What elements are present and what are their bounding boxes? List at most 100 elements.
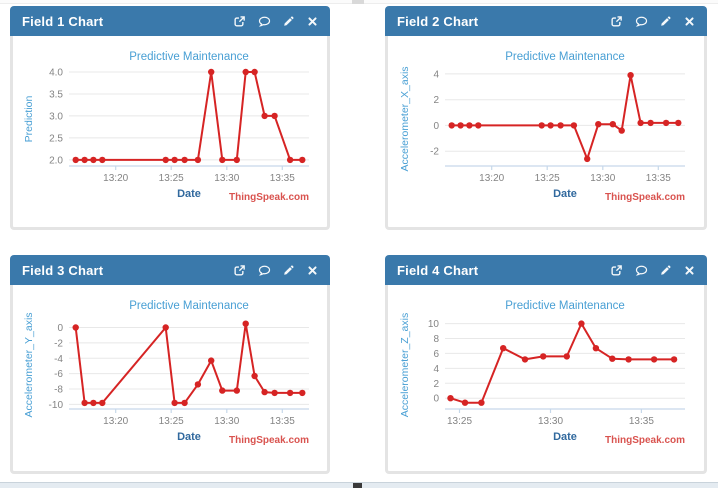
panel-header-icons [233, 15, 318, 28]
x-axis-title: Date [553, 431, 577, 443]
chart-title: Predictive Maintenance [505, 51, 625, 63]
data-point [299, 156, 306, 163]
y-tick-label: 4.0 [49, 67, 63, 78]
panel-title: Field 1 Chart [22, 13, 104, 29]
data-point [650, 356, 658, 363]
y-tick-label: 4 [433, 69, 439, 80]
data-point [457, 121, 464, 129]
close-icon[interactable] [307, 265, 318, 276]
x-tick-label: 13:30 [214, 173, 239, 184]
panel-body: 10 8 6 4 2 0 13:25 13:30 13:35 Predictive Mainten… [385, 285, 707, 474]
data-point [242, 320, 249, 327]
data-line [450, 322, 675, 404]
external-link-icon[interactable] [610, 264, 623, 277]
data-point [251, 68, 258, 75]
x-axis-title: Date [177, 431, 201, 443]
thingspeak-watermark-link[interactable]: ThingSpeak.com [229, 192, 309, 203]
x-tick-label: 13:20 [479, 173, 504, 184]
field-4-line-chart: 10 8 6 4 2 0 13:25 13:30 13:35 Predictive Mainten… [399, 300, 685, 446]
comment-icon[interactable] [635, 264, 648, 277]
comment-icon[interactable] [635, 15, 648, 28]
x-tick-label: 13:30 [214, 416, 239, 427]
data-point [219, 387, 226, 394]
comment-icon[interactable] [258, 15, 271, 28]
data-point [299, 389, 306, 397]
y-axis-title: Accelerometer_Z_axis [399, 313, 411, 417]
browser-edge-top [0, 0, 718, 4]
data-point [162, 156, 169, 163]
panel-title: Field 4 Chart [397, 262, 479, 278]
x-axis-title: Date [177, 188, 201, 200]
y-tick-label: -4 [54, 354, 63, 365]
data-point [557, 121, 564, 129]
panel-header: Field 1 Chart [10, 6, 330, 36]
y-tick-label: 3.5 [49, 89, 63, 100]
browser-edge-bottom [0, 482, 718, 488]
panel-field-2-chart: Field 2 Chart 4 2 0 -2 13:20 13:25 13:30 13:35 P… [385, 6, 707, 230]
y-axis-title: Prediction [23, 95, 35, 142]
external-link-icon[interactable] [610, 15, 623, 28]
data-point [647, 119, 654, 126]
y-tick-label: 10 [428, 319, 440, 330]
data-point [286, 156, 294, 163]
panel-header-icons [233, 264, 318, 277]
y-tick-label: -2 [430, 146, 439, 157]
data-point [72, 156, 79, 163]
external-link-icon[interactable] [233, 15, 246, 28]
data-point [271, 389, 278, 397]
data-point [219, 156, 226, 163]
data-point [447, 395, 454, 402]
thingspeak-watermark-link[interactable]: ThingSpeak.com [605, 192, 685, 203]
data-point [478, 399, 485, 406]
y-tick-label: 6 [433, 349, 439, 360]
panel-title: Field 2 Chart [397, 13, 479, 29]
data-point [662, 119, 670, 126]
thingspeak-watermark-link[interactable]: ThingSpeak.com [229, 435, 309, 446]
close-icon[interactable] [684, 16, 695, 27]
close-icon[interactable] [684, 265, 695, 276]
data-point [475, 121, 482, 129]
data-point [99, 156, 106, 163]
field-2-line-chart: 4 2 0 -2 13:20 13:25 13:30 13:35 Predictive Main… [399, 51, 685, 203]
y-tick-label: 2 [433, 95, 439, 106]
data-point [448, 121, 455, 129]
data-point [609, 355, 616, 362]
x-tick-label: 13:35 [646, 173, 671, 184]
y-tick-label: -2 [54, 338, 63, 349]
edit-icon[interactable] [283, 264, 295, 276]
data-point [500, 345, 507, 352]
data-point [233, 156, 240, 163]
browser-edge-bottom-notch [353, 483, 362, 488]
close-icon[interactable] [307, 16, 318, 27]
comment-icon[interactable] [258, 264, 271, 277]
y-axis-title: Accelerometer_Y_axis [23, 312, 35, 417]
y-tick-label: 0 [433, 120, 439, 131]
data-line [451, 73, 679, 160]
chart-title: Predictive Maintenance [129, 51, 249, 63]
panel-header-icons [610, 264, 695, 277]
external-link-icon[interactable] [233, 264, 246, 277]
y-tick-label: -8 [54, 385, 63, 396]
data-point [540, 353, 547, 360]
data-point [637, 119, 644, 126]
x-tick-label: 13:25 [159, 416, 184, 427]
x-tick-label: 13:30 [538, 416, 563, 427]
data-point [670, 356, 678, 363]
x-tick-label: 13:35 [270, 416, 295, 427]
y-tick-label: 3.0 [49, 111, 63, 122]
x-tick-label: 13:25 [447, 416, 472, 427]
x-tick-label: 13:35 [629, 416, 654, 427]
data-point [181, 399, 188, 407]
edit-icon[interactable] [283, 15, 295, 27]
edit-icon[interactable] [660, 15, 672, 27]
data-point [171, 156, 178, 163]
edit-icon[interactable] [660, 264, 672, 276]
panel-field-1-chart: Field 1 Chart 4.0 3.5 3.0 2.5 2.0 13:20 13:25 1… [10, 6, 330, 230]
y-tick-label: 2 [433, 379, 439, 390]
thingspeak-watermark-link[interactable]: ThingSpeak.com [605, 435, 685, 446]
data-line [74, 322, 303, 404]
panel-header-icons [610, 15, 695, 28]
panel-body: 4.0 3.5 3.0 2.5 2.0 13:20 13:25 13:30 13:35 Predi… [10, 36, 330, 230]
y-tick-label: -10 [49, 400, 64, 411]
